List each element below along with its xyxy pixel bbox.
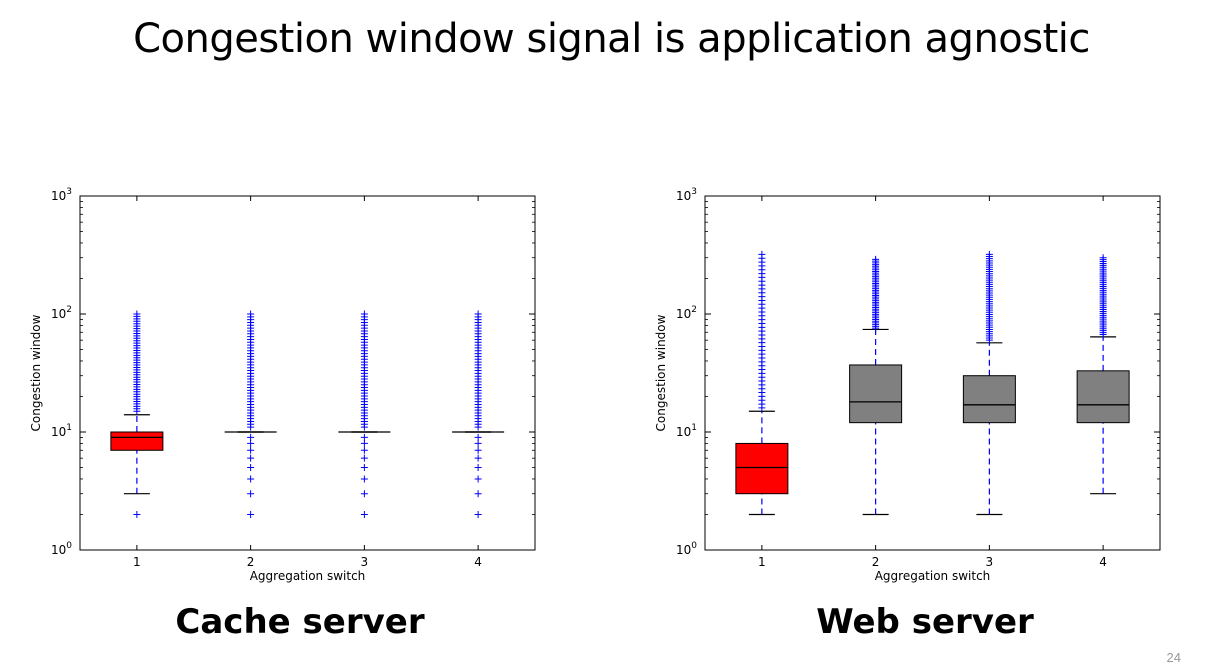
x-tick-label: 2 [872, 555, 880, 569]
y-tick-base: 10 [51, 307, 66, 321]
outlier-marker [360, 464, 368, 472]
box-iqr [962, 375, 1016, 424]
x-tick-label: 3 [361, 555, 369, 569]
box-iqr [110, 431, 164, 451]
page-number: 24 [1166, 650, 1181, 665]
outlier-marker [360, 446, 368, 454]
box-group-4 [452, 310, 505, 518]
outlier-marker [247, 446, 255, 454]
outlier-marker [474, 446, 482, 454]
box-group-4 [1076, 254, 1130, 495]
y-tick-label: 102 [676, 305, 697, 321]
x-axis-label: Aggregation switch [250, 569, 366, 583]
y-tick-exponent: 0 [691, 541, 697, 551]
outlier-marker [133, 310, 141, 318]
outlier-marker [360, 454, 368, 462]
outlier-marker [872, 255, 880, 263]
outlier-marker [247, 439, 255, 447]
outlier-marker [360, 433, 368, 441]
outlier-marker [360, 439, 368, 447]
y-tick-base: 10 [51, 425, 66, 439]
outlier-marker [474, 475, 482, 483]
box-iqr [735, 442, 789, 495]
outlier-marker [360, 510, 368, 518]
y-tick-label: 100 [676, 541, 697, 557]
y-tick-base: 10 [676, 543, 691, 557]
outlier-marker [474, 454, 482, 462]
y-axis-label: Congestion window [654, 314, 668, 431]
slide-title: Congestion window signal is application … [133, 16, 1090, 62]
plot-frame [79, 195, 536, 551]
outlier-marker [474, 490, 482, 498]
x-tick-label: 3 [986, 555, 994, 569]
box-group-1 [735, 250, 789, 516]
outlier-marker [133, 510, 141, 518]
x-tick-label: 4 [474, 555, 482, 569]
outlier-marker [247, 475, 255, 483]
outlier-marker [247, 510, 255, 518]
outlier-marker [474, 433, 482, 441]
x-tick-label: 4 [1099, 555, 1107, 569]
y-tick-label: 103 [676, 187, 697, 203]
box-iqr [849, 364, 903, 424]
y-tick-exponent: 2 [691, 305, 697, 315]
outlier-marker [247, 454, 255, 462]
outlier-marker [474, 510, 482, 518]
x-axis-label: Aggregation switch [875, 569, 991, 583]
outlier-marker [474, 310, 482, 318]
box-group-3 [338, 310, 391, 518]
outlier-marker [474, 464, 482, 472]
plot-frame [704, 195, 1161, 551]
y-tick-label: 103 [51, 187, 72, 203]
cache-server-caption: Cache server [175, 602, 425, 642]
y-tick-label: 100 [51, 541, 72, 557]
box-group-2 [224, 310, 277, 518]
y-tick-exponent: 3 [66, 187, 72, 197]
cache-server-chart: 100 101 102 103 1 2 3 4 Aggregation switch Conges… [20, 180, 580, 590]
box-iqr [1076, 370, 1130, 424]
y-tick-base: 10 [51, 543, 66, 557]
outlier-marker [360, 475, 368, 483]
y-tick-exponent: 2 [66, 305, 72, 315]
y-tick-exponent: 1 [691, 423, 697, 433]
outlier-marker [985, 250, 993, 258]
box-group-3 [962, 250, 1016, 516]
y-tick-base: 10 [676, 189, 691, 203]
y-tick-label: 101 [51, 423, 72, 439]
outlier-marker [360, 490, 368, 498]
web-server-chart: 100 101 102 103 1 2 3 4 Aggregation switch Conges… [645, 180, 1205, 590]
y-tick-label: 101 [676, 423, 697, 439]
outlier-marker [247, 310, 255, 318]
outlier-marker [758, 250, 766, 258]
y-axis-label: Congestion window [29, 314, 43, 431]
web-server-caption: Web server [816, 602, 1034, 642]
outlier-marker [360, 310, 368, 318]
x-tick-label: 2 [247, 555, 255, 569]
y-tick-base: 10 [676, 307, 691, 321]
y-tick-exponent: 3 [691, 187, 697, 197]
outlier-marker [247, 464, 255, 472]
y-tick-exponent: 1 [66, 423, 72, 433]
outlier-marker [474, 439, 482, 447]
y-tick-exponent: 0 [66, 541, 72, 551]
y-tick-base: 10 [676, 425, 691, 439]
outlier-marker [247, 433, 255, 441]
box-group-2 [849, 255, 903, 516]
y-tick-base: 10 [51, 189, 66, 203]
box-group-1 [110, 310, 164, 518]
x-tick-label: 1 [758, 555, 766, 569]
outlier-marker [247, 490, 255, 498]
y-tick-label: 102 [51, 305, 72, 321]
x-tick-label: 1 [133, 555, 141, 569]
outlier-marker [1099, 254, 1107, 262]
